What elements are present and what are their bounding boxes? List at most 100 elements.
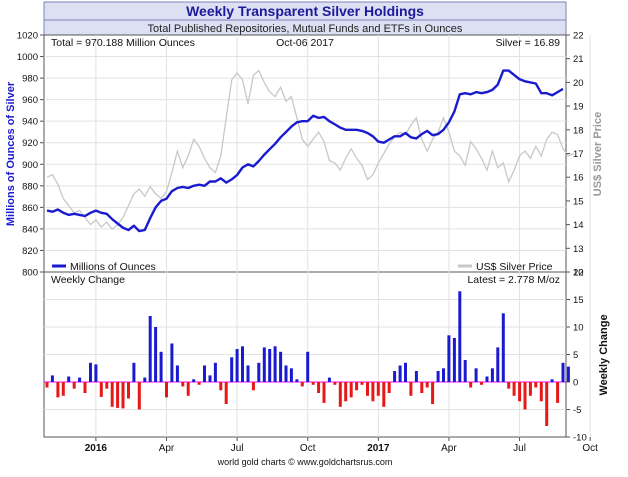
left-y-tick-label: 1000 [17, 52, 38, 63]
weekly-change-bar-positive [474, 368, 478, 383]
axis-ticks: 2016 Apr Jul Oct 2017 Apr Jul Oct80082084086088… [17, 31, 598, 455]
left-y-tick-label: 980 [22, 74, 38, 85]
weekly-change-bar-negative [349, 382, 353, 398]
right-y-tick-label: 21 [573, 54, 584, 65]
weekly-change-bar-negative [539, 382, 543, 402]
x-tick-label: Oct [582, 443, 598, 454]
weekly-change-bar-positive [496, 347, 500, 382]
weekly-change-bar-positive [154, 327, 158, 382]
weekly-change-bar-positive [566, 366, 570, 382]
weekly-change-bar-positive [284, 365, 288, 382]
weekly-change-bar-positive [561, 362, 565, 383]
weekly-change-bar-negative [431, 382, 435, 404]
weekly-change-bar-negative [72, 382, 76, 389]
latest-label: Latest = 2.778 M/oz [467, 274, 560, 286]
weekly-change-bar-positive [235, 349, 239, 382]
weekly-change-bar-negative [469, 382, 473, 388]
weekly-change-bar-negative [338, 382, 342, 407]
chart-subtitle: Total Published Repositories, Mutual Fun… [148, 23, 463, 35]
weekly-change-bar-negative [512, 382, 516, 396]
weekly-change-bar-positive [485, 376, 489, 382]
weekly-change-bar-negative [317, 382, 321, 393]
weekly-change-bar-positive [501, 313, 505, 383]
right-axis-title: US$ Silver Price [592, 112, 604, 196]
right-y-tick-label: 19 [573, 102, 584, 113]
weekly-change-bar-positive [442, 368, 445, 383]
weekly-change-bar-negative [528, 382, 532, 396]
left-y-tick-label: 900 [22, 160, 38, 171]
weekly-change-bar-positive [132, 362, 136, 383]
weekly-change-bar-negative [480, 382, 483, 385]
weekly-change-bar-positive [192, 379, 196, 383]
weekly-change-bar-positive [327, 377, 331, 382]
weekly-change-bar-positive [447, 335, 451, 383]
weekly-change-bar-positive [452, 338, 456, 382]
left-y-tick-label: 1020 [17, 31, 38, 42]
weekly-change-bar-positive [246, 365, 250, 382]
silver-price-series [46, 69, 575, 231]
x-tick-label: Jul [231, 443, 244, 454]
silver-price-label: Silver = 16.89 [496, 37, 561, 49]
legend-holdings-label: Millions of Ounces [70, 261, 156, 273]
total-label: Total = 970.188 Million Ounces [51, 37, 195, 49]
weekly-change-bar-negative [507, 382, 511, 389]
weekly-change-bar-negative [382, 382, 386, 407]
weekly-change-bar-positive [170, 343, 174, 382]
weekly-change-bar-positive [148, 316, 152, 382]
weekly-change-bar-positive [159, 351, 163, 383]
weekly-change-bar-negative [556, 382, 560, 403]
left-y-tick-label: 880 [22, 181, 38, 192]
weekly-change-bar-positive [550, 379, 554, 383]
right-y-tick-label: 16 [573, 173, 584, 184]
bottom-panel-title: Weekly Change [51, 274, 125, 286]
weekly-change-bar-negative [360, 382, 364, 385]
weekly-change-bar-positive [289, 368, 293, 383]
weekly-change-bar-positive [436, 371, 440, 382]
right-y-tick-label: 15 [573, 196, 584, 207]
weekly-change-bar-negative [181, 382, 185, 387]
weekly-change-bar-positive [404, 362, 407, 383]
weekly-change-bar-positive [50, 375, 54, 382]
bottom-right-axis-title: Weekly Change [598, 314, 610, 395]
weekly-change-bar-positive [208, 375, 212, 382]
weekly-change-bar-negative [197, 382, 201, 385]
right-y-tick-label: 14 [573, 220, 584, 231]
right-y-tick-label: 12 [573, 268, 584, 279]
left-y-tick-label: 840 [22, 224, 38, 235]
weekly-change-bar-negative [56, 382, 60, 398]
right-y-tick-label: 20 [573, 78, 584, 89]
left-y-tick-label: 940 [22, 117, 38, 128]
weekly-change-bar-negative [219, 382, 223, 391]
weekly-change-bar-negative [523, 382, 527, 410]
right-y-tick-label: 13 [573, 244, 584, 255]
x-tick-label: 2017 [367, 443, 390, 454]
legend-silver-label: US$ Silver Price [476, 261, 553, 273]
bottom-y-tick-label: 20 [573, 268, 584, 279]
weekly-change-bar-negative [121, 382, 125, 409]
weekly-change-bar-positive [393, 371, 397, 382]
weekly-change-bar-positive [213, 362, 217, 383]
weekly-change-bar-negative [224, 382, 228, 404]
weekly-change-bar-negative [420, 382, 424, 393]
header-band [43, 1, 567, 36]
weekly-change-bar-negative [137, 382, 141, 410]
weekly-change-bar-positive [463, 360, 467, 382]
weekly-change-bar-negative [300, 382, 304, 387]
weekly-change-bar-negative [371, 382, 375, 402]
x-tick-label: Apr [441, 443, 457, 454]
right-y-tick-label: 17 [573, 149, 584, 160]
holdings-line [46, 69, 564, 233]
weekly-change-bars [44, 291, 570, 426]
weekly-change-bar-positive [67, 376, 71, 382]
weekly-change-bar-positive [262, 347, 266, 382]
top-panel-frame [43, 34, 567, 273]
bottom-y-tick-label: 0 [573, 378, 578, 389]
weekly-change-bar-negative [518, 382, 522, 402]
weekly-change-bar-positive [89, 362, 92, 383]
bottom-y-tick-label: 10 [573, 323, 584, 334]
weekly-change-bar-positive [268, 349, 272, 382]
weekly-change-bar-positive [458, 291, 462, 383]
x-tick-label: Jul [513, 443, 526, 454]
left-y-tick-label: 820 [22, 246, 38, 257]
weekly-change-bar-negative [545, 382, 549, 426]
